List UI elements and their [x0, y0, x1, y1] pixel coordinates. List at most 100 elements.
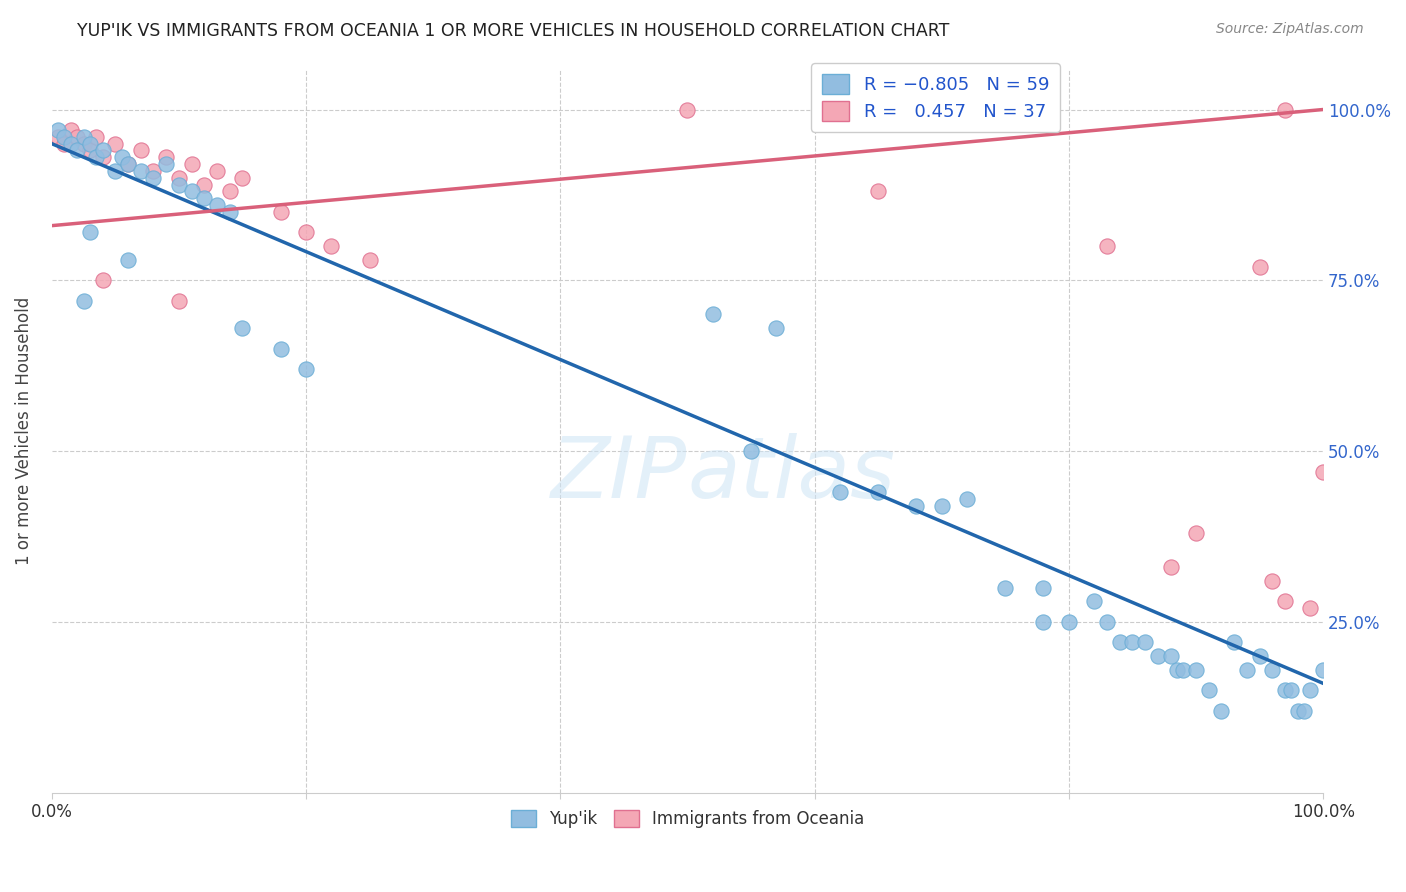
Point — [104, 164, 127, 178]
Point — [868, 485, 890, 500]
Point — [828, 485, 851, 500]
Point — [931, 499, 953, 513]
Point — [231, 321, 253, 335]
Point — [321, 239, 343, 253]
Point — [1198, 683, 1220, 698]
Point — [111, 150, 134, 164]
Text: YUP'IK VS IMMIGRANTS FROM OCEANIA 1 OR MORE VEHICLES IN HOUSEHOLD CORRELATION CH: YUP'IK VS IMMIGRANTS FROM OCEANIA 1 OR M… — [77, 22, 949, 40]
Point — [79, 226, 101, 240]
Point — [91, 150, 114, 164]
Point — [1121, 635, 1143, 649]
Text: atlas: atlas — [688, 433, 896, 516]
Point — [117, 157, 139, 171]
Point — [53, 129, 76, 144]
Point — [1274, 594, 1296, 608]
Point — [295, 362, 318, 376]
Point — [167, 170, 190, 185]
Point — [1249, 648, 1271, 663]
Point — [142, 170, 165, 185]
Point — [72, 136, 94, 151]
Point — [231, 170, 253, 185]
Point — [1133, 635, 1156, 649]
Point — [956, 491, 979, 506]
Point — [1160, 648, 1182, 663]
Point — [740, 444, 762, 458]
Point — [66, 144, 89, 158]
Point — [931, 103, 953, 117]
Point — [91, 144, 114, 158]
Point — [702, 308, 724, 322]
Point — [1223, 635, 1246, 649]
Point — [1249, 260, 1271, 274]
Point — [79, 144, 101, 158]
Point — [1236, 663, 1258, 677]
Point — [1294, 704, 1316, 718]
Point — [91, 273, 114, 287]
Point — [46, 129, 69, 144]
Point — [1095, 239, 1118, 253]
Point — [167, 178, 190, 192]
Point — [1274, 103, 1296, 117]
Point — [994, 581, 1017, 595]
Point — [1299, 683, 1322, 698]
Point — [180, 157, 202, 171]
Point — [1274, 683, 1296, 698]
Point — [1032, 581, 1054, 595]
Text: Source: ZipAtlas.com: Source: ZipAtlas.com — [1216, 22, 1364, 37]
Point — [104, 136, 127, 151]
Point — [1057, 615, 1080, 629]
Point — [1095, 615, 1118, 629]
Point — [84, 150, 107, 164]
Point — [53, 136, 76, 151]
Point — [295, 226, 318, 240]
Point — [1083, 594, 1105, 608]
Point — [180, 185, 202, 199]
Point — [1312, 663, 1334, 677]
Point — [79, 136, 101, 151]
Point — [84, 129, 107, 144]
Point — [1261, 663, 1284, 677]
Point — [1160, 560, 1182, 574]
Point — [59, 136, 82, 151]
Point — [1286, 704, 1309, 718]
Point — [142, 164, 165, 178]
Point — [1185, 663, 1208, 677]
Text: ZIP: ZIP — [551, 433, 688, 516]
Point — [205, 164, 228, 178]
Point — [1211, 704, 1233, 718]
Point — [218, 185, 240, 199]
Point — [167, 293, 190, 308]
Point — [117, 252, 139, 267]
Y-axis label: 1 or more Vehicles in Household: 1 or more Vehicles in Household — [15, 296, 32, 565]
Point — [72, 293, 94, 308]
Point — [46, 123, 69, 137]
Point — [117, 157, 139, 171]
Point — [129, 144, 152, 158]
Point — [1261, 574, 1284, 588]
Point — [1312, 465, 1334, 479]
Point — [1032, 615, 1054, 629]
Point — [1147, 648, 1170, 663]
Point — [66, 129, 89, 144]
Point — [59, 123, 82, 137]
Point — [129, 164, 152, 178]
Point — [1108, 635, 1130, 649]
Point — [270, 205, 292, 219]
Point — [765, 321, 787, 335]
Point — [1166, 663, 1188, 677]
Point — [359, 252, 381, 267]
Point — [155, 157, 177, 171]
Point — [218, 205, 240, 219]
Point — [270, 342, 292, 356]
Point — [868, 185, 890, 199]
Point — [155, 150, 177, 164]
Point — [193, 191, 215, 205]
Point — [205, 198, 228, 212]
Point — [1279, 683, 1302, 698]
Point — [1185, 526, 1208, 541]
Point — [905, 499, 928, 513]
Legend: Yup'ik, Immigrants from Oceania: Yup'ik, Immigrants from Oceania — [503, 804, 872, 835]
Point — [1173, 663, 1195, 677]
Point — [1299, 601, 1322, 615]
Point — [72, 129, 94, 144]
